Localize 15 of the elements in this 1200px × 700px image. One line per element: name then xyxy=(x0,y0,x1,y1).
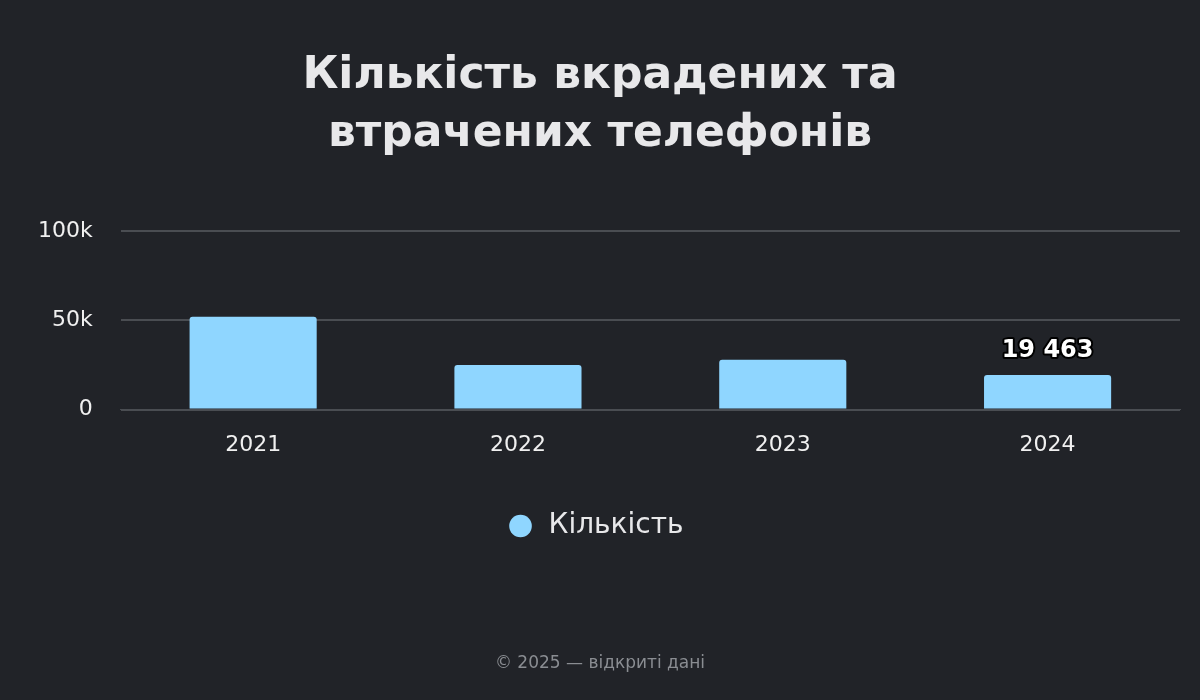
bar xyxy=(719,359,847,409)
legend-label: Кількість xyxy=(548,507,684,541)
text: © 2025 — відкриті дані xyxy=(493,652,707,672)
bar xyxy=(984,374,1112,409)
x-tick-label: 2024 xyxy=(1019,430,1076,456)
x-tick-label: 2021 xyxy=(225,430,282,456)
x-tick-label: 2022 xyxy=(489,430,546,456)
data-label: 19 463 xyxy=(1001,335,1094,364)
y-tick-label: 50k xyxy=(52,306,93,332)
chart-title: Кількість вкрадених та втрачених телефонів xyxy=(301,46,899,158)
bar xyxy=(189,316,317,409)
y-tick-label: 100k xyxy=(38,216,93,242)
bar xyxy=(454,365,582,409)
x-tick-label: 2023 xyxy=(754,430,811,456)
y-tick-label: 0 xyxy=(78,395,93,421)
